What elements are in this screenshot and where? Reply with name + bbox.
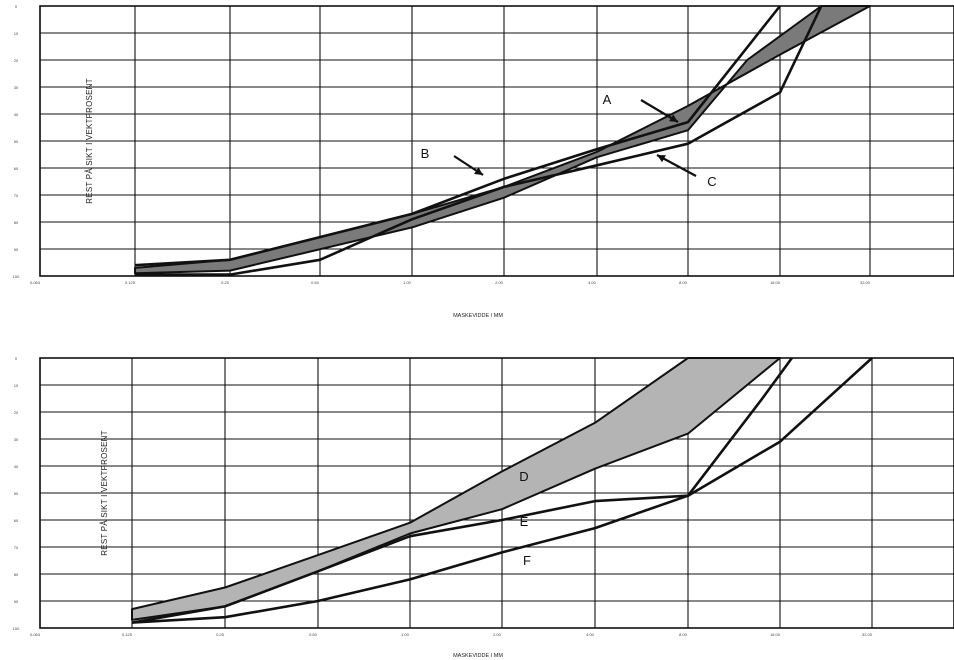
x-axis-title: MASKEVIDDE I MM <box>453 313 503 319</box>
x-tick-label: 0.063 <box>30 632 41 637</box>
x-tick-label: 4.00 <box>586 632 595 637</box>
annotation-b: B <box>421 146 430 161</box>
y-tick-label: 20 <box>14 58 19 63</box>
y-axis-title: REST PÅ SIKT I VEKTPROSENT <box>85 78 94 203</box>
x-tick-label: 8.00 <box>679 280 688 285</box>
y-tick-label: 70 <box>14 545 19 550</box>
y-axis-title: REST PÅ SIKT I VEKTPROSENT <box>100 430 109 555</box>
x-tick-label: 8.00 <box>679 632 688 637</box>
arrowhead-c <box>657 155 666 163</box>
y-tick-label: 30 <box>14 85 19 90</box>
x-tick-label: 0.063 <box>30 280 41 285</box>
annotation-a: A <box>603 92 612 107</box>
x-tick-label: 32.00 <box>862 632 873 637</box>
annotation-d: D <box>519 469 528 484</box>
y-tick-label: 100 <box>13 626 20 631</box>
curve-f <box>131 357 873 624</box>
x-tick-label: 4.00 <box>588 280 597 285</box>
x-tick-label: 0.125 <box>125 280 136 285</box>
plot-area <box>39 5 954 277</box>
y-tick-label: 30 <box>14 437 19 442</box>
y-tick-label: 20 <box>14 410 19 415</box>
y-tick-label: 10 <box>14 31 19 36</box>
band-a <box>134 5 871 275</box>
curve-c <box>135 5 823 276</box>
x-tick-label: 0.25 <box>216 632 225 637</box>
x-tick-label: 0.50 <box>309 632 318 637</box>
chart-2: 0 10 20 30 40 50 60 70 80 90 100 0.063 0.125 0.25 0.50… <box>13 356 954 659</box>
annotation-e: E <box>520 514 529 529</box>
y-tick-label: 50 <box>14 139 19 144</box>
y-tick-label: 0 <box>15 4 18 9</box>
plot-area <box>39 357 954 629</box>
annotation-f: F <box>523 553 531 568</box>
y-tick-label: 90 <box>14 599 19 604</box>
y-tick-label: 50 <box>14 491 19 496</box>
y-tick-label: 80 <box>14 220 19 225</box>
x-tick-label: 16.00 <box>770 632 781 637</box>
curve-b <box>134 5 782 267</box>
x-tick-label: 1.00 <box>401 632 410 637</box>
curve-e <box>131 357 793 624</box>
x-tick-label: 1.00 <box>403 280 412 285</box>
y-tick-label: 70 <box>14 193 19 198</box>
x-tick-label: 0.25 <box>221 280 230 285</box>
chart-1: 0 10 20 30 40 50 60 70 80 90 100 0.063 0.125 0.25 0.50… <box>13 4 954 319</box>
x-tick-label: 2.00 <box>493 632 502 637</box>
x-tick-label: 2.00 <box>495 280 504 285</box>
x-axis-title: MASKEVIDDE I MM <box>453 653 503 659</box>
band-d <box>131 357 781 621</box>
annotation-c: C <box>707 174 716 189</box>
x-tick-label: 0.125 <box>122 632 133 637</box>
y-tick-label: 90 <box>14 247 19 252</box>
y-tick-label: 80 <box>14 572 19 577</box>
arrowhead-b <box>474 167 483 175</box>
y-tick-label: 40 <box>14 464 19 469</box>
y-tick-label: 0 <box>15 356 18 361</box>
y-tick-label: 40 <box>14 112 19 117</box>
y-tick-label: 60 <box>14 518 19 523</box>
y-tick-label: 10 <box>14 383 19 388</box>
x-tick-label: 0.50 <box>311 280 320 285</box>
x-tick-label: 32.00 <box>860 280 871 285</box>
arrowhead-a <box>669 114 678 122</box>
y-tick-label: 100 <box>13 274 20 279</box>
y-tick-label: 60 <box>14 166 19 171</box>
x-tick-label: 16.00 <box>770 280 781 285</box>
